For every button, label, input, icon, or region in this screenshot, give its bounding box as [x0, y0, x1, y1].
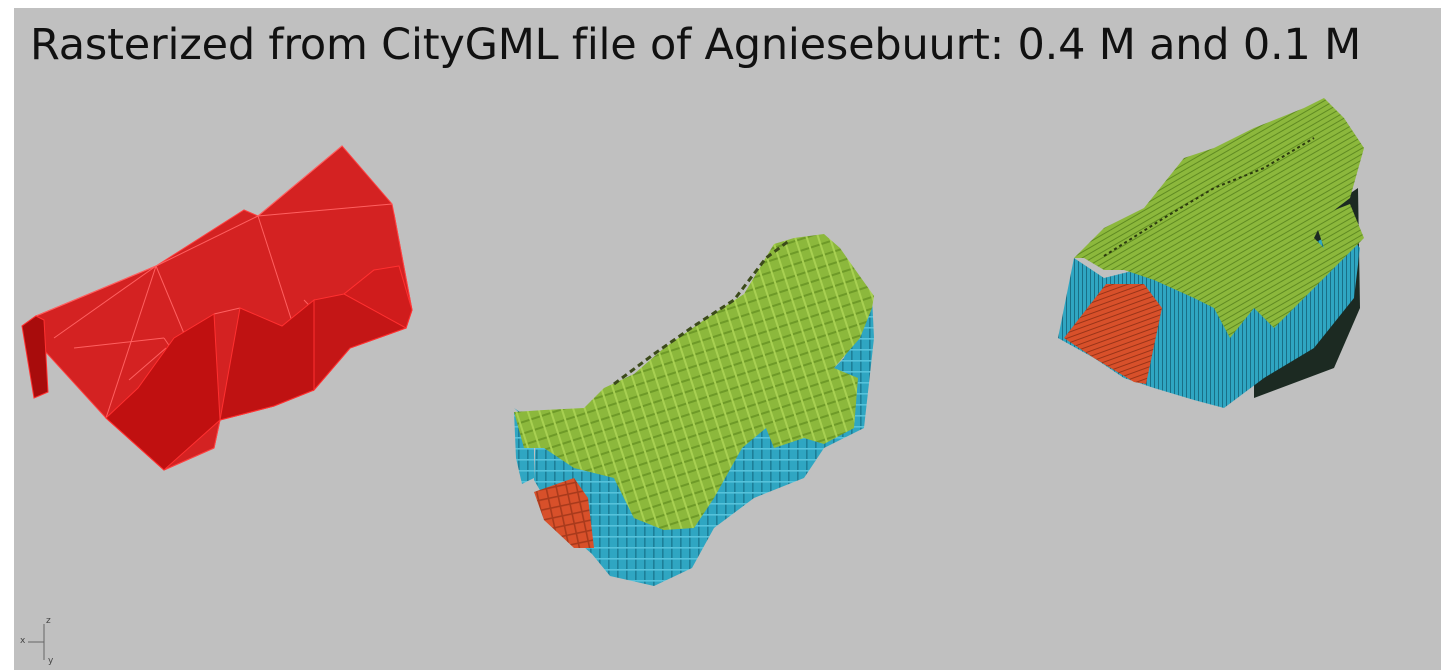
axis-y-label: y: [48, 656, 54, 666]
scene-canvas: [21, 98, 1364, 586]
citygml-mesh-model[interactable]: [21, 145, 413, 471]
axis-x-label: x: [20, 636, 26, 646]
slide-title: Rasterized from CityGML file of Agnieseb…: [30, 20, 1362, 70]
axis-z-label: z: [46, 616, 51, 626]
voxel-model-0.4m[interactable]: [514, 234, 874, 586]
3d-viewport[interactable]: Rasterized from CityGML file of Agnieseb…: [14, 8, 1441, 670]
axis-gizmo-icon: [28, 624, 45, 660]
voxel-model-0.1m[interactable]: [1058, 98, 1364, 408]
axis-gizmo: z x y: [18, 616, 58, 668]
